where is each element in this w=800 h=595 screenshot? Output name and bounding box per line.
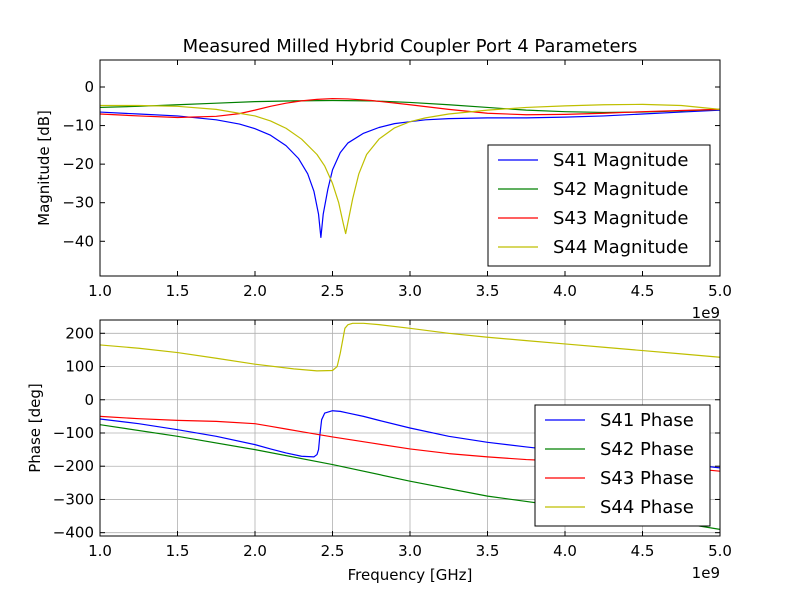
phase-ytick-label: 200 bbox=[65, 324, 94, 342]
legend-label-s44-phase: S44 Phase bbox=[600, 497, 694, 518]
phase-xtick-label: 2.5 bbox=[321, 542, 345, 560]
phase-xtick-label: 1.5 bbox=[166, 542, 190, 560]
phase-x-offset-label: 1e9 bbox=[692, 564, 720, 582]
phase-ytick-label: −200 bbox=[53, 457, 94, 475]
phase-legend-box bbox=[534, 404, 711, 527]
series-line-s42-magnitude bbox=[100, 99, 720, 114]
magnitude-legend-box bbox=[487, 144, 711, 267]
phase-axes: 1.0 1.5 2.0 2.5 3.0 3.5 4.0 4.5 5.0 200 100 0 −100 −… bbox=[26, 319, 732, 584]
legend-label-s43-magnitude: S43 Magnitude bbox=[553, 208, 688, 229]
magnitude-xtick-label: 5.0 bbox=[708, 282, 732, 300]
phase-xtick-label: 3.0 bbox=[398, 542, 422, 560]
magnitude-xtick-label: 1.0 bbox=[88, 282, 112, 300]
legend-label-s42-magnitude: S42 Magnitude bbox=[553, 179, 688, 200]
magnitude-x-offset-label: 1e9 bbox=[692, 304, 720, 322]
magnitude-xticks: 1.0 1.5 2.0 2.5 3.0 3.5 4.0 4.5 5.0 bbox=[88, 60, 732, 300]
legend-label-s44-magnitude: S44 Magnitude bbox=[553, 237, 688, 258]
phase-xtick-label: 2.0 bbox=[243, 542, 267, 560]
magnitude-ytick-label: −40 bbox=[62, 232, 94, 250]
magnitude-ytick-label: −20 bbox=[62, 155, 94, 173]
magnitude-ytick-label: −30 bbox=[62, 194, 94, 212]
phase-legend: S41 Phase S42 Phase S43 Phase S44 Phase bbox=[534, 404, 711, 527]
phase-xticks: 1.0 1.5 2.0 2.5 3.0 3.5 4.0 4.5 5.0 bbox=[88, 320, 732, 560]
magnitude-legend: S41 Magnitude S42 Magnitude S43 Magnitud… bbox=[487, 144, 711, 267]
legend-label-s41-magnitude: S41 Magnitude bbox=[553, 150, 688, 171]
phase-y-axis-label: Phase [deg] bbox=[26, 383, 44, 473]
phase-xtick-label: 3.5 bbox=[476, 542, 500, 560]
chart-title: Measured Milled Hybrid Coupler Port 4 Pa… bbox=[183, 36, 638, 57]
magnitude-xtick-label: 4.0 bbox=[553, 282, 577, 300]
magnitude-xtick-label: 3.0 bbox=[398, 282, 422, 300]
magnitude-xtick-label: 2.5 bbox=[321, 282, 345, 300]
series-line-s43-magnitude bbox=[100, 97, 720, 119]
series-line-s44-phase bbox=[100, 322, 720, 372]
magnitude-xtick-label: 4.5 bbox=[631, 282, 655, 300]
phase-xtick-label: 1.0 bbox=[88, 542, 112, 560]
magnitude-xtick-label: 3.5 bbox=[476, 282, 500, 300]
phase-ytick-label: 0 bbox=[84, 391, 94, 409]
magnitude-yticks: 0 −10 −20 −30 −40 bbox=[62, 78, 720, 250]
magnitude-ytick-label: 0 bbox=[84, 78, 94, 96]
magnitude-axes: 1.0 1.5 2.0 2.5 3.0 3.5 4.0 4.5 5.0 0 −10 −20 −30 −4… bbox=[35, 59, 732, 322]
phase-xtick-label: 5.0 bbox=[708, 542, 732, 560]
magnitude-xtick-label: 1.5 bbox=[166, 282, 190, 300]
legend-label-s42-phase: S42 Phase bbox=[600, 439, 694, 460]
phase-yticks: 200 100 0 −100 −200 −300 −400 bbox=[53, 324, 720, 542]
x-axis-label: Frequency [GHz] bbox=[348, 566, 473, 584]
series-line-s41-magnitude bbox=[100, 109, 720, 239]
magnitude-plot-layer bbox=[100, 97, 720, 239]
phase-xtick-label: 4.5 bbox=[631, 542, 655, 560]
phase-ytick-label: −400 bbox=[53, 524, 94, 542]
legend-label-s41-phase: S41 Phase bbox=[600, 410, 694, 431]
phase-xtick-label: 4.0 bbox=[553, 542, 577, 560]
legend-label-s43-phase: S43 Phase bbox=[600, 468, 694, 489]
series-line-s44-magnitude bbox=[100, 103, 720, 235]
magnitude-xtick-label: 2.0 bbox=[243, 282, 267, 300]
magnitude-ytick-label: −10 bbox=[62, 117, 94, 135]
phase-ytick-label: 100 bbox=[65, 358, 94, 376]
phase-ytick-label: −300 bbox=[53, 490, 94, 508]
phase-ytick-label: −100 bbox=[53, 424, 94, 442]
magnitude-y-axis-label: Magnitude [dB] bbox=[35, 110, 53, 226]
